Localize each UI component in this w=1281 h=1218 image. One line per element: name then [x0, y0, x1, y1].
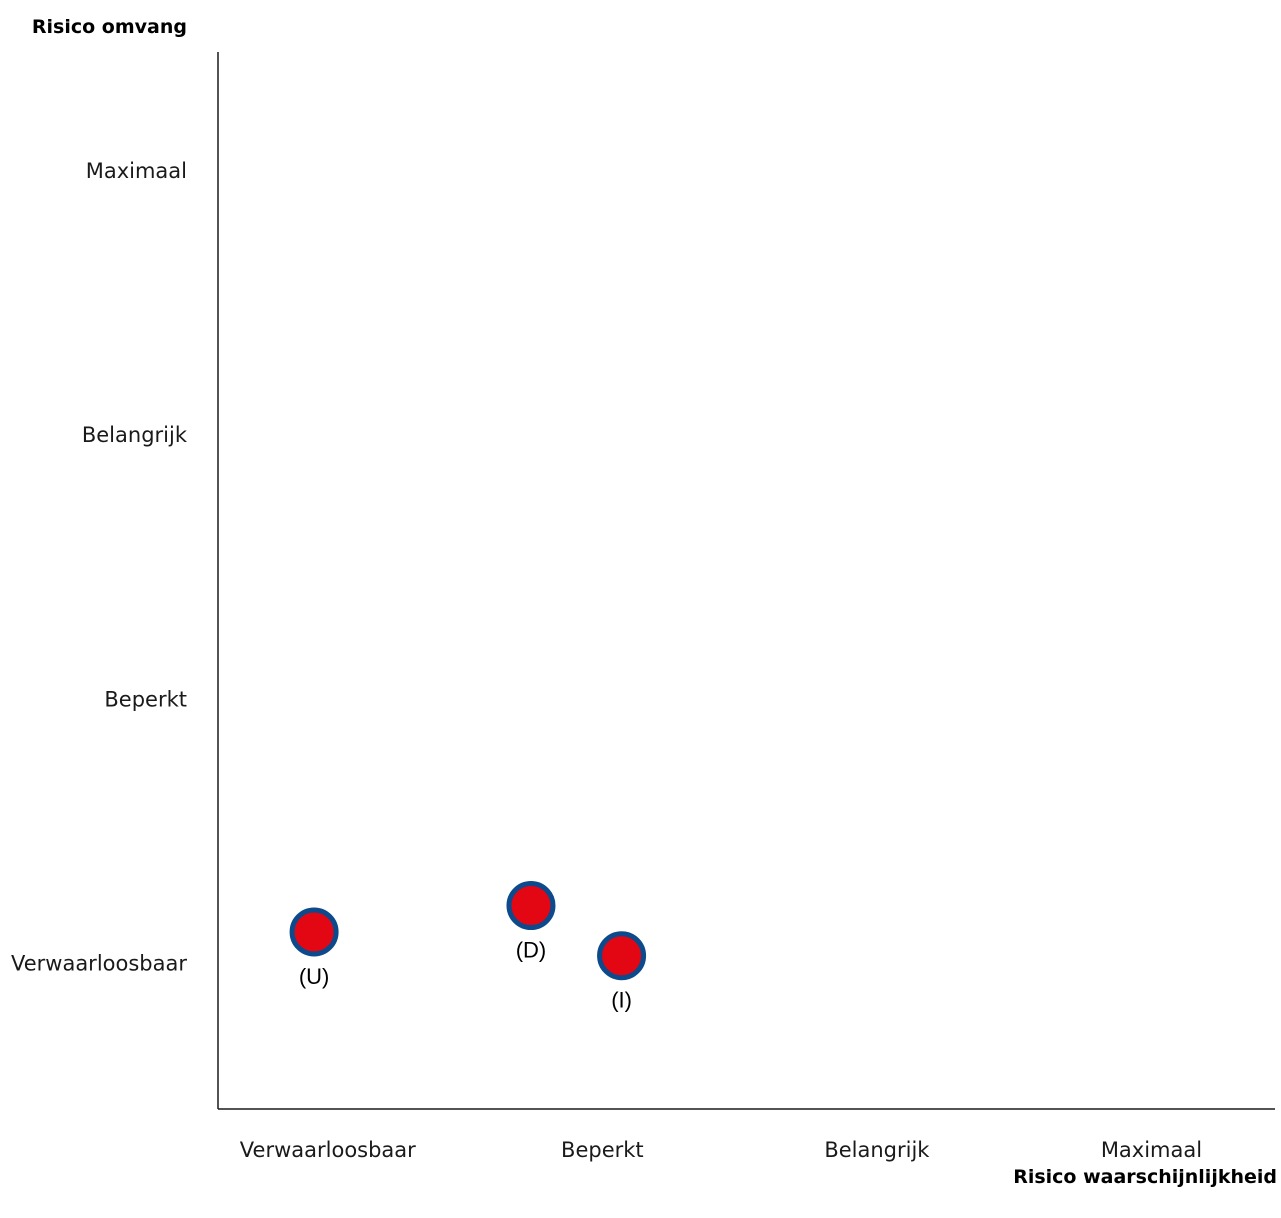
x-axis-title: Risico waarschijnlijkheid	[1013, 1166, 1277, 1188]
y-tick-label: Verwaarloosbaar	[11, 952, 187, 976]
y-axis-title: Risico omvang	[32, 16, 187, 38]
data-point-marker	[289, 907, 339, 957]
data-point-marker	[597, 931, 647, 981]
data-point-label: (D)	[516, 938, 547, 963]
data-point-label: (U)	[299, 964, 330, 989]
x-tick-label: Maximaal	[1101, 1138, 1202, 1162]
y-tick-label: Belangrijk	[82, 423, 188, 447]
y-tick-label: Beperkt	[104, 687, 187, 711]
x-tick-label: Beperkt	[561, 1138, 644, 1162]
x-tick-label: Belangrijk	[824, 1138, 930, 1162]
data-point-marker	[506, 881, 556, 931]
y-tick-labels: Verwaarloosbaar Beperkt Belangrijk Maximaal	[11, 159, 188, 976]
x-tick-labels: Verwaarloosbaar Beperkt Belangrijk Maximaal	[240, 1138, 1202, 1162]
data-points: (U) (D) (I)	[289, 881, 647, 1013]
x-tick-label: Verwaarloosbaar	[240, 1138, 416, 1162]
data-point-label: (I)	[611, 988, 632, 1013]
y-tick-label: Maximaal	[86, 159, 187, 183]
